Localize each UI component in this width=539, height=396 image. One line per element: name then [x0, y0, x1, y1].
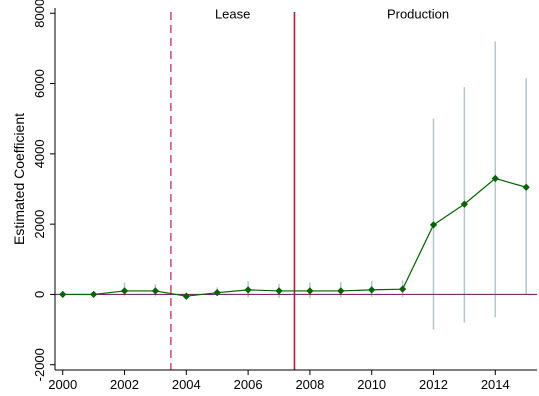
data-point	[244, 286, 252, 294]
y-tick-label: 8000	[32, 0, 47, 28]
data-point	[429, 221, 438, 229]
x-tick-label: 2000	[48, 377, 77, 392]
data-point	[460, 200, 469, 208]
data-point	[213, 289, 221, 297]
data-point	[337, 287, 345, 295]
x-tick-label: 2008	[295, 377, 324, 392]
period-annotation: Lease	[215, 7, 250, 22]
y-tick-label: 2000	[32, 210, 47, 239]
axes	[54, 8, 537, 371]
y-tick-label: 4000	[32, 139, 47, 168]
data-point	[59, 290, 67, 299]
series-line	[62, 177, 527, 297]
reference-lines	[55, 12, 537, 370]
data-point	[182, 292, 190, 300]
ticks: -2000 0 2000 4000 6000 8000 2000 2002 2004 2006 20…	[32, 0, 510, 392]
x-tick-label: 2010	[357, 377, 386, 392]
data-point	[491, 174, 499, 183]
data-point	[151, 287, 160, 295]
y-tick-label: 0	[32, 291, 47, 298]
data-points	[59, 174, 530, 300]
period-annotation: Production	[387, 7, 449, 22]
data-point	[398, 285, 407, 293]
series-line-group	[62, 177, 527, 297]
data-point	[275, 287, 283, 295]
y-axis-label: Estimated Coefficient	[11, 113, 27, 245]
y-tick-label: -2000	[32, 348, 47, 381]
data-point	[120, 287, 129, 295]
data-point	[306, 287, 314, 295]
data-point	[368, 286, 376, 294]
x-tick-label: 2014	[481, 377, 510, 392]
confidence-intervals	[92, 41, 527, 330]
annotations: Lease Production	[215, 7, 449, 22]
x-tick-label: 2002	[110, 377, 139, 392]
x-tick-label: 2006	[234, 377, 263, 392]
y-tick-label: 6000	[32, 69, 47, 98]
data-point	[89, 290, 98, 299]
x-tick-label: 2004	[172, 377, 201, 392]
x-tick-label: 2012	[419, 377, 448, 392]
data-point	[522, 183, 530, 191]
